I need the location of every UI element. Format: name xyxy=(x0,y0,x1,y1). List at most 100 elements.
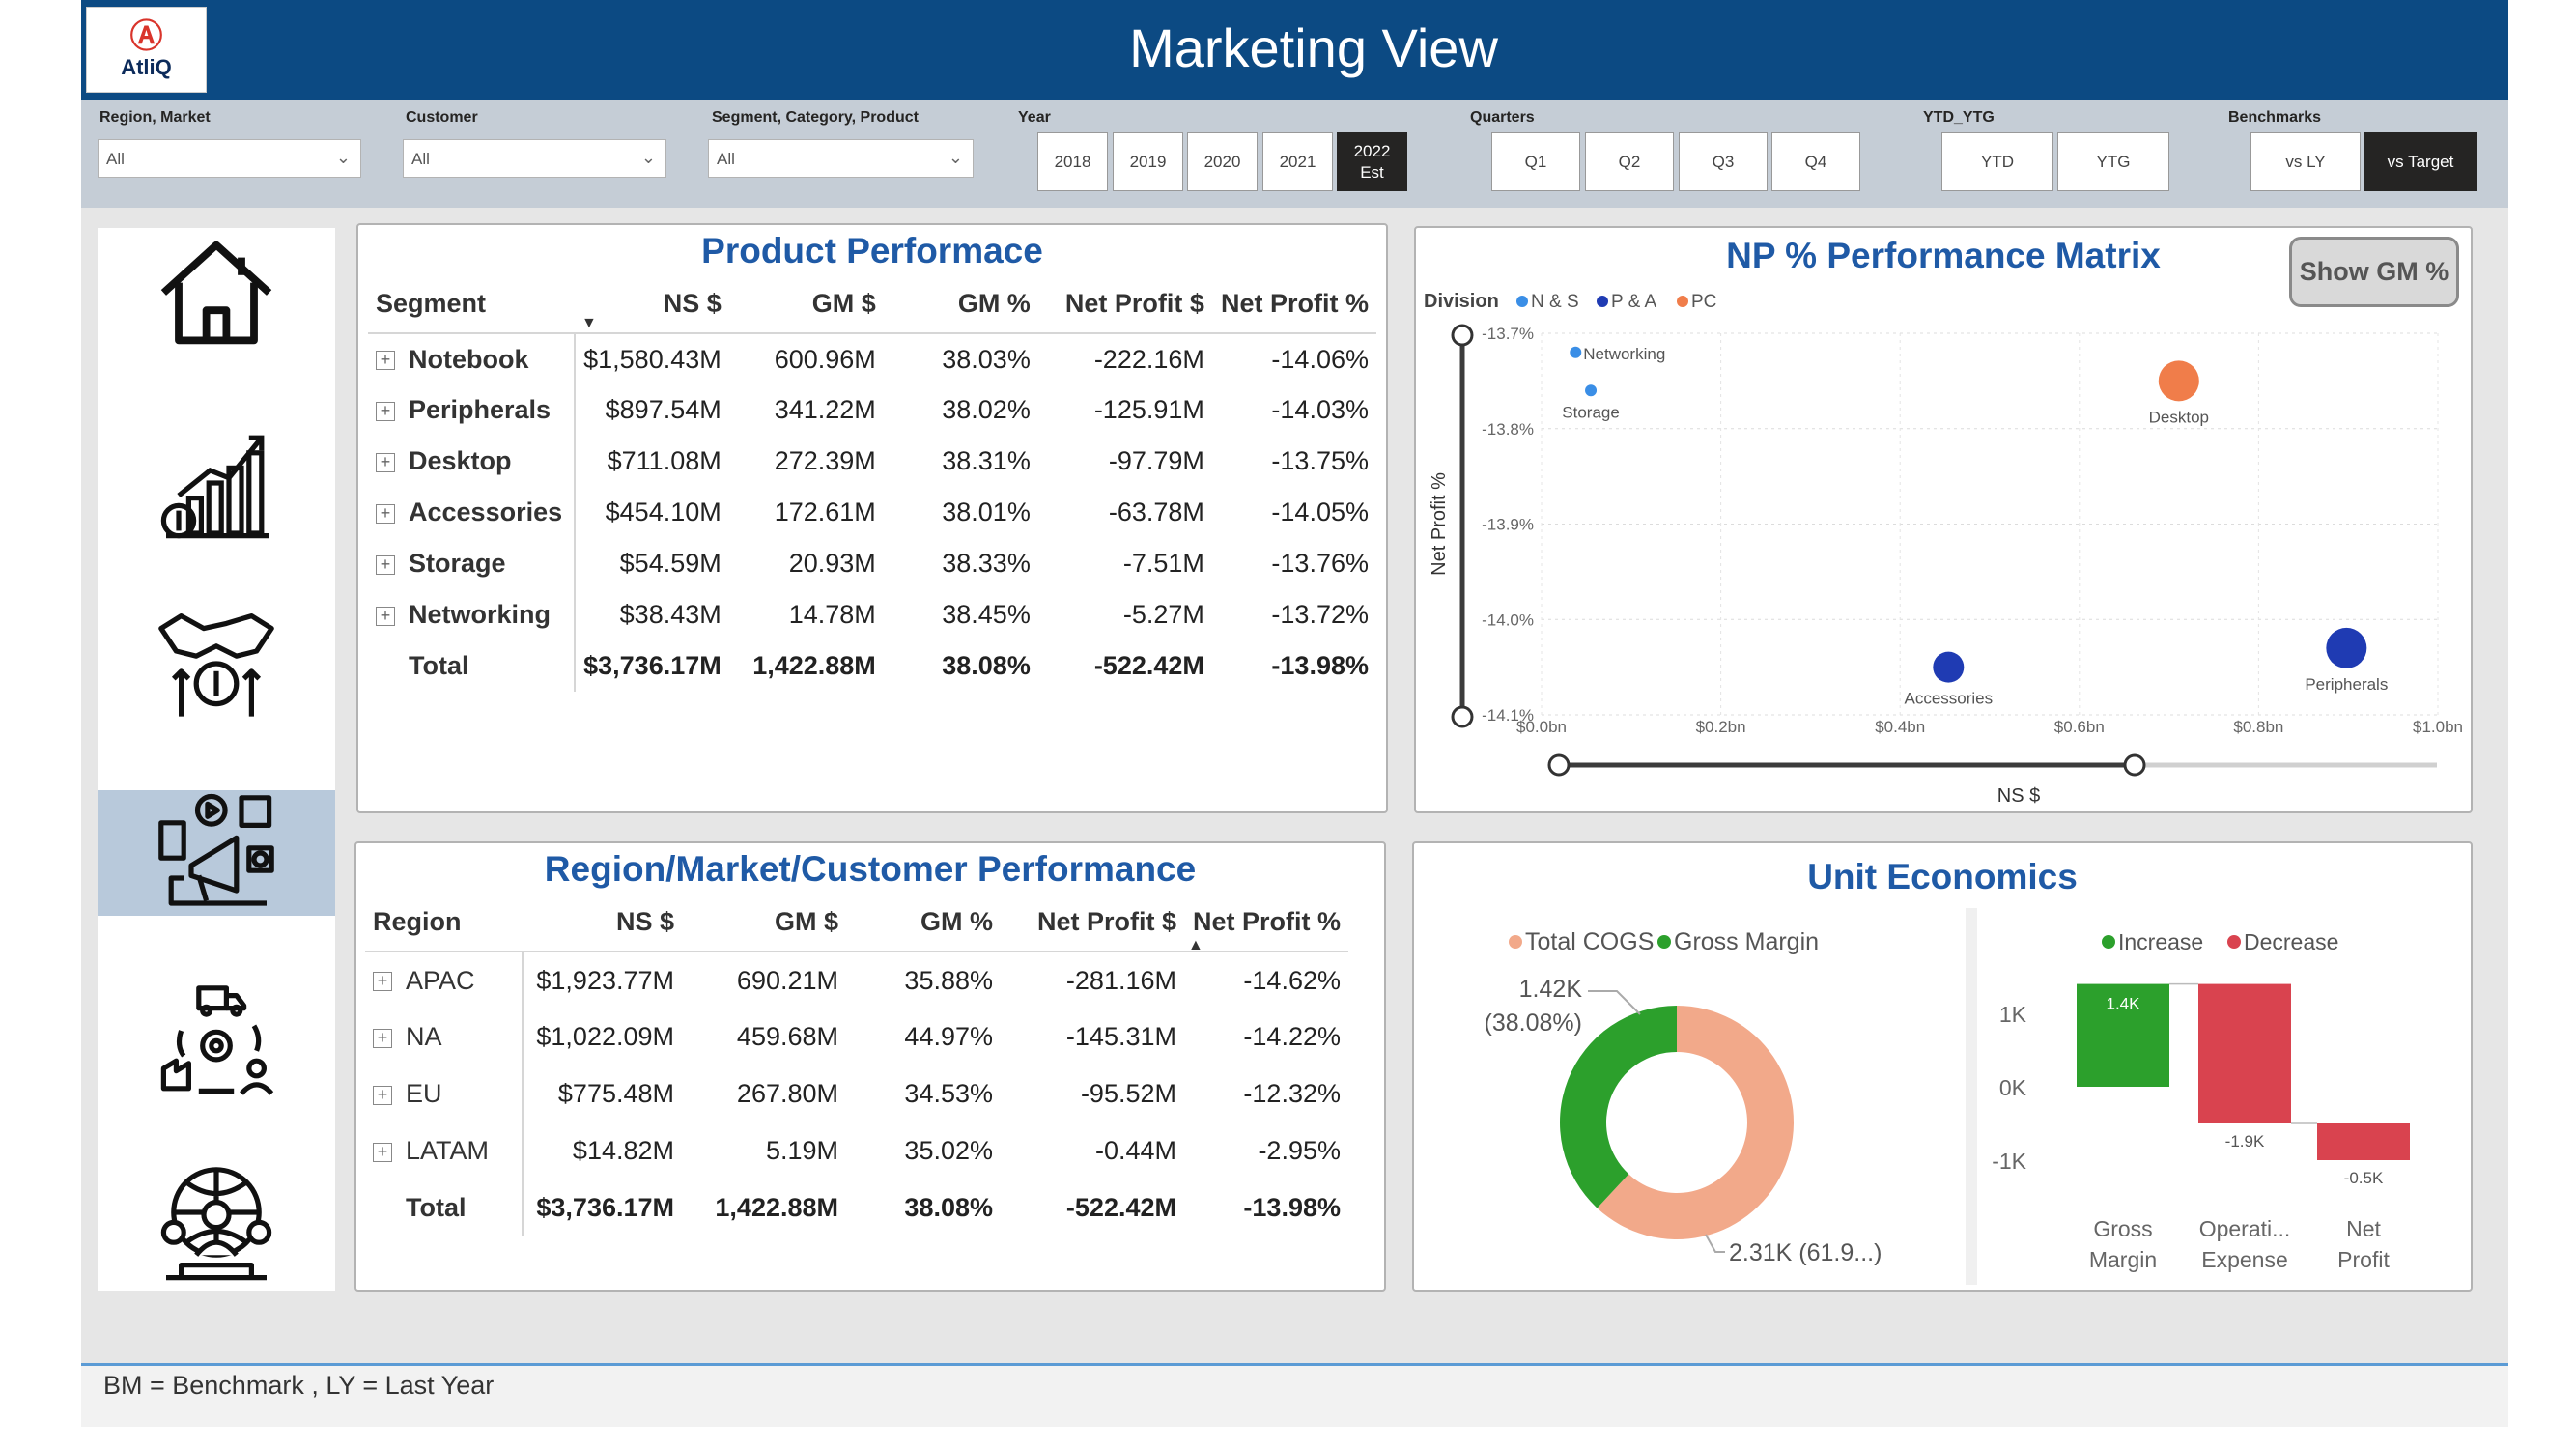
quarter-q2-button[interactable]: Q2 xyxy=(1585,132,1674,191)
column-header-net-profit-pct[interactable]: Net Profit % xyxy=(1192,907,1341,936)
region-market-dropdown[interactable]: All ⌄ xyxy=(98,139,361,178)
legend-marker xyxy=(1677,296,1688,307)
expand-row-icon[interactable]: + xyxy=(376,606,395,626)
column-header-net-profit[interactable]: Net Profit $ xyxy=(1064,289,1204,318)
column-header-ns[interactable]: NS $ xyxy=(615,907,674,936)
column-header-net-profit-pct[interactable]: Net Profit % xyxy=(1220,289,1369,318)
y-zoom-handle[interactable] xyxy=(1451,324,1474,347)
column-header-gm-pct[interactable]: GM % xyxy=(957,289,1031,318)
table-cell: -145.31M xyxy=(1065,1022,1176,1051)
legend-marker xyxy=(1657,935,1671,949)
nav-sales[interactable] xyxy=(98,601,335,726)
show-gm-button[interactable]: Show GM % xyxy=(2289,237,2459,307)
quarter-q4-button[interactable]: Q4 xyxy=(1771,132,1860,191)
home-icon xyxy=(160,241,272,345)
total-cell: 1,422.88M xyxy=(752,651,876,680)
table-row[interactable]: + Desktop $711.08M 272.39M 38.31% -97.79M -13.… xyxy=(368,436,1376,487)
table-row[interactable]: + Networking $38.43M 14.78M 38.45% -5.27M -13.… xyxy=(368,589,1376,640)
nav-finance[interactable] xyxy=(98,420,335,546)
donut-slice[interactable] xyxy=(1597,1006,1794,1239)
expand-row-icon[interactable]: + xyxy=(373,972,392,992)
np-matrix-panel: NP % Performance Matrix xyxy=(1414,226,2473,813)
segment-category-product-dropdown[interactable]: All ⌄ xyxy=(708,139,974,178)
table-row[interactable]: + EU $775.48M 267.80M 34.53% -95.52M -12.32% xyxy=(365,1065,1348,1122)
column-header-net-profit[interactable]: Net Profit $ xyxy=(1036,907,1176,936)
sort-descending-icon[interactable]: ▼ xyxy=(581,315,597,331)
year-2021-button[interactable]: 2021 xyxy=(1262,132,1333,191)
table-row[interactable]: + Notebook $1,580.43M 600.96M 38.03% -222.16M… xyxy=(368,333,1376,384)
nav-marketing[interactable] xyxy=(98,790,335,916)
quarter-q1-button[interactable]: Q1 xyxy=(1491,132,1580,191)
legend-label: Increase xyxy=(2118,929,2203,954)
x-zoom-handle[interactable] xyxy=(1547,753,1571,777)
donut-slice[interactable] xyxy=(1560,1006,1677,1208)
filter-label-benchmarks: Benchmarks xyxy=(2228,109,2322,126)
point-label: Storage xyxy=(1562,403,1620,421)
column-header-region[interactable]: Region xyxy=(373,907,462,936)
np-matrix-chart[interactable]: Division N & S P & A PC -13.7% -13.8% -13.9% -1… xyxy=(1416,280,2471,811)
quarter-q3-button[interactable]: Q3 xyxy=(1679,132,1768,191)
expand-row-icon[interactable]: + xyxy=(376,351,395,371)
table-row[interactable]: + Peripherals $897.54M 341.22M 38.02% -125.91… xyxy=(368,384,1376,436)
column-header-gm-pct[interactable]: GM % xyxy=(920,907,993,936)
table-cell: -14.62% xyxy=(1243,965,1341,995)
ytg-button[interactable]: YTG xyxy=(2057,132,2169,191)
column-header-segment[interactable]: Segment xyxy=(376,289,487,318)
table-row[interactable]: + Storage $54.59M 20.93M 38.33% -7.51M -13.76% xyxy=(368,538,1376,589)
expand-row-icon[interactable]: + xyxy=(373,1085,392,1105)
expand-row-icon[interactable]: + xyxy=(376,401,395,421)
company-logo[interactable]: Ⓐ AtliQ xyxy=(86,7,207,93)
nav-supply-chain[interactable] xyxy=(98,980,335,1106)
customer-dropdown[interactable]: All ⌄ xyxy=(403,139,666,178)
y-tick-label: 1K xyxy=(1999,1002,2027,1027)
column-header-gm[interactable]: GM $ xyxy=(774,907,838,936)
nav-home[interactable] xyxy=(98,230,335,355)
nav-executive[interactable] xyxy=(98,1162,335,1288)
vs-target-button[interactable]: vs Target xyxy=(2364,132,2477,191)
cogs-gm-donut-chart[interactable]: Total COGS Gross Margin 1.42K (38.08%) 2.31K… xyxy=(1414,908,1955,1290)
year-2022-est-button[interactable]: 2022 Est xyxy=(1337,132,1407,191)
unit-economics-waterfall-chart[interactable]: Increase Decrease 1K 0K -1K 1.4K -1.9K -0.5K Gro… xyxy=(1980,908,2468,1290)
waterfall-bar[interactable] xyxy=(2077,983,2169,1087)
product-performance-table: Segment NS $ GM $ GM % Net Profit $ Net … xyxy=(368,275,1376,692)
y-zoom-handle[interactable] xyxy=(1451,705,1474,728)
sort-ascending-icon[interactable]: ▲ xyxy=(1188,937,1203,953)
row-label: APAC xyxy=(406,965,475,995)
expand-row-icon[interactable]: + xyxy=(373,1142,392,1162)
leader-line xyxy=(1705,1234,1725,1253)
waterfall-bar[interactable] xyxy=(2198,983,2291,1123)
year-2018-button[interactable]: 2018 xyxy=(1037,132,1108,191)
row-label: Networking xyxy=(409,600,552,629)
table-cell: -0.44M xyxy=(1094,1136,1176,1165)
scatter-point[interactable] xyxy=(1585,384,1598,397)
region-performance-title: Region/Market/Customer Performance xyxy=(544,849,1197,889)
table-row[interactable]: + APAC $1,923.77M 690.21M 35.88% -281.16M -14.… xyxy=(365,952,1348,1009)
table-row[interactable]: + NA $1,022.09M 459.68M 44.97% -145.31M -14.22… xyxy=(365,1009,1348,1065)
year-2020-button[interactable]: 2020 xyxy=(1187,132,1258,191)
column-header-gm[interactable]: GM $ xyxy=(811,289,876,318)
ytd-button[interactable]: YTD xyxy=(1941,132,2053,191)
product-table-body: + Notebook $1,580.43M 600.96M 38.03% -222.16M… xyxy=(368,333,1376,692)
total-cell: $3,736.17M xyxy=(583,651,722,680)
waterfall-bar[interactable] xyxy=(2317,1123,2410,1160)
legend-label: Decrease xyxy=(2244,929,2338,954)
scatter-point[interactable] xyxy=(1570,346,1582,358)
column-header-ns[interactable]: NS $ xyxy=(663,289,722,318)
table-cell: 267.80M xyxy=(736,1079,838,1108)
scatter-point[interactable] xyxy=(1933,651,1965,683)
table-row[interactable]: + LATAM $14.82M 5.19M 35.02% -0.44M -2.95% xyxy=(365,1122,1348,1179)
scatter-point[interactable] xyxy=(2326,627,2367,668)
table-cell: 341.22M xyxy=(774,395,876,424)
x-zoom-handle[interactable] xyxy=(2123,753,2146,777)
year-2019-button[interactable]: 2019 xyxy=(1113,132,1183,191)
expand-row-icon[interactable]: + xyxy=(373,1028,392,1048)
expand-row-icon[interactable]: + xyxy=(376,554,395,575)
vs-ly-button[interactable]: vs LY xyxy=(2250,132,2361,191)
legend-label: Total COGS xyxy=(1525,928,1654,955)
table-row[interactable]: + Accessories $454.10M 172.61M 38.01% -63.78M… xyxy=(368,487,1376,538)
scatter-point[interactable] xyxy=(2158,360,2199,402)
y-tick-label: -1K xyxy=(1992,1149,2026,1174)
x-tick-label: $0.4bn xyxy=(1875,718,1925,736)
expand-row-icon[interactable]: + xyxy=(376,503,395,524)
expand-row-icon[interactable]: + xyxy=(376,452,395,472)
